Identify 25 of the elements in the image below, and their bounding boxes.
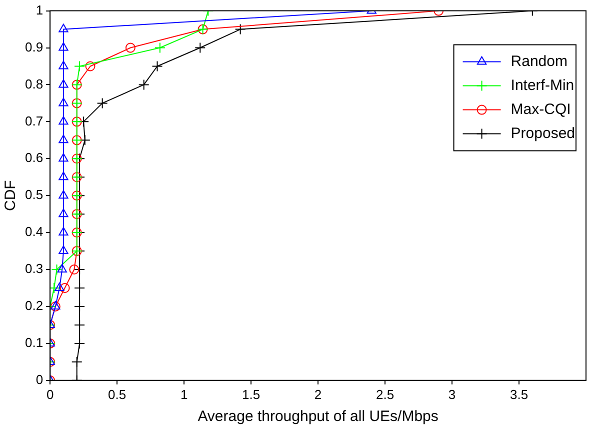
x-tick-label: 3.5 [510, 386, 528, 402]
y-tick-label: 0.5 [24, 187, 44, 202]
x-tick-label: 1.5 [242, 386, 260, 402]
legend-label: Interf-Min [510, 76, 574, 94]
x-tick-label: 2.5 [376, 386, 394, 402]
x-axis-title: Average throughput of all UEs/Mbps [198, 408, 438, 426]
x-tick-label: 3 [448, 386, 456, 402]
x-tick-label: 0.5 [108, 386, 126, 402]
y-tick-label: 0.9 [24, 39, 44, 54]
y-tick-label: 0.4 [24, 224, 44, 240]
x-tick-label: 1 [180, 386, 188, 402]
y-tick-label: 0.8 [24, 76, 44, 92]
y-tick-label: 0.2 [24, 298, 44, 314]
y-tick-label: 0.6 [24, 150, 44, 166]
legend-label: Max-CQI [510, 100, 571, 118]
legend-label: Random [510, 52, 568, 70]
legend-label: Proposed [510, 124, 576, 142]
x-tick-label: 0 [46, 386, 54, 402]
y-tick-label: 0.3 [24, 261, 44, 276]
y-tick-label: 0 [36, 372, 44, 387]
y-tick-label: 0.7 [24, 113, 44, 128]
y-tick-label: 0.1 [24, 335, 44, 350]
y-tick-label: 1 [36, 2, 44, 18]
x-tick-label: 2 [314, 386, 322, 402]
y-axis-title: CDF [2, 180, 20, 212]
